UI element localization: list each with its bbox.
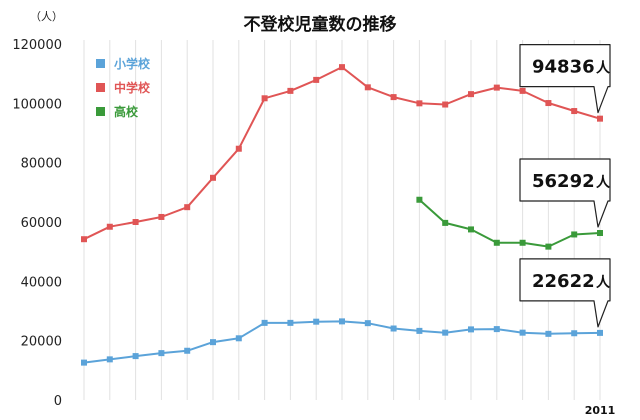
data-point (519, 87, 526, 94)
legend-item: 中学校 (96, 80, 151, 95)
data-point (519, 239, 526, 246)
data-point (597, 115, 603, 122)
data-point (81, 359, 87, 366)
data-point (493, 239, 500, 246)
callout-unit: 人 (596, 60, 611, 77)
data-point (597, 329, 603, 336)
data-point (106, 356, 113, 363)
data-point (571, 330, 578, 337)
series-0 (81, 318, 603, 366)
callout-value: 94836 (532, 57, 595, 78)
data-point (597, 230, 603, 237)
data-point (545, 100, 552, 107)
series-2 (416, 196, 603, 250)
x-tick-label: 2011 (585, 404, 616, 417)
data-point (158, 350, 165, 357)
data-point (235, 335, 242, 342)
data-point (442, 101, 449, 108)
callout-unit: 人 (596, 274, 611, 291)
y-tick-label: 20000 (21, 335, 62, 350)
data-point (210, 339, 216, 346)
legend-swatch (96, 107, 105, 116)
data-point (184, 347, 191, 354)
data-point (493, 84, 500, 91)
data-point (416, 327, 423, 334)
callout-box (519, 44, 611, 114)
data-point (158, 213, 165, 220)
callout-box (519, 258, 611, 328)
y-tick-label: 100000 (12, 97, 62, 112)
data-point (287, 87, 294, 94)
data-point (493, 326, 500, 333)
data-point (364, 320, 371, 327)
callout-value: 22622 (532, 271, 595, 292)
series-layer (81, 64, 603, 366)
data-point (442, 329, 449, 336)
data-point (364, 84, 371, 91)
series-1 (81, 64, 603, 243)
series-line (418, 199, 601, 248)
value-callout: 56292 人 (519, 158, 611, 228)
data-point (545, 330, 552, 337)
legend-label: 小学校 (114, 56, 151, 71)
value-callout: 94836 人 (519, 44, 611, 114)
y-axis-ticks: 0 20000 40000 60000 80000 100000 120000 (12, 38, 62, 409)
data-point (235, 145, 242, 152)
data-point (210, 174, 216, 181)
legend-swatch (96, 59, 105, 68)
callout-unit: 人 (596, 174, 611, 191)
y-tick-label: 0 (54, 394, 62, 409)
data-point (468, 326, 474, 333)
y-tick-label: 80000 (21, 157, 62, 172)
data-point (468, 91, 474, 98)
y-tick-label: 120000 (12, 38, 62, 53)
data-point (106, 223, 113, 230)
grid (83, 40, 601, 400)
data-point (339, 318, 345, 325)
data-point (468, 226, 474, 233)
x-axis-ticks: 2011 (585, 404, 616, 417)
data-point (390, 325, 397, 332)
callout-box (519, 158, 611, 228)
legend-item: 高校 (96, 104, 139, 119)
data-point (519, 329, 526, 336)
data-point (313, 76, 320, 83)
data-point (442, 219, 449, 226)
legend-item: 小学校 (96, 56, 151, 71)
y-axis-unit: （人） (30, 10, 63, 23)
value-callout: 22622 人 (519, 258, 611, 328)
legend-swatch (96, 83, 105, 92)
data-point (261, 319, 268, 326)
data-point (339, 64, 345, 71)
data-point (132, 219, 139, 225)
data-point (287, 319, 294, 326)
data-point (416, 100, 423, 107)
chart-title: 不登校児童数の推移 (244, 14, 397, 35)
data-point (416, 196, 423, 203)
legend-label: 高校 (114, 104, 139, 119)
data-point (184, 204, 191, 211)
data-point (390, 94, 397, 101)
data-point (545, 243, 552, 250)
callout-value: 56292 (532, 171, 595, 192)
y-tick-label: 40000 (21, 275, 62, 290)
y-tick-label: 60000 (21, 216, 62, 231)
data-point (81, 236, 87, 243)
data-point (571, 231, 578, 238)
legend-label: 中学校 (114, 80, 151, 95)
data-point (313, 318, 320, 325)
data-point (571, 108, 578, 115)
data-point (261, 95, 268, 102)
data-point (132, 353, 139, 360)
